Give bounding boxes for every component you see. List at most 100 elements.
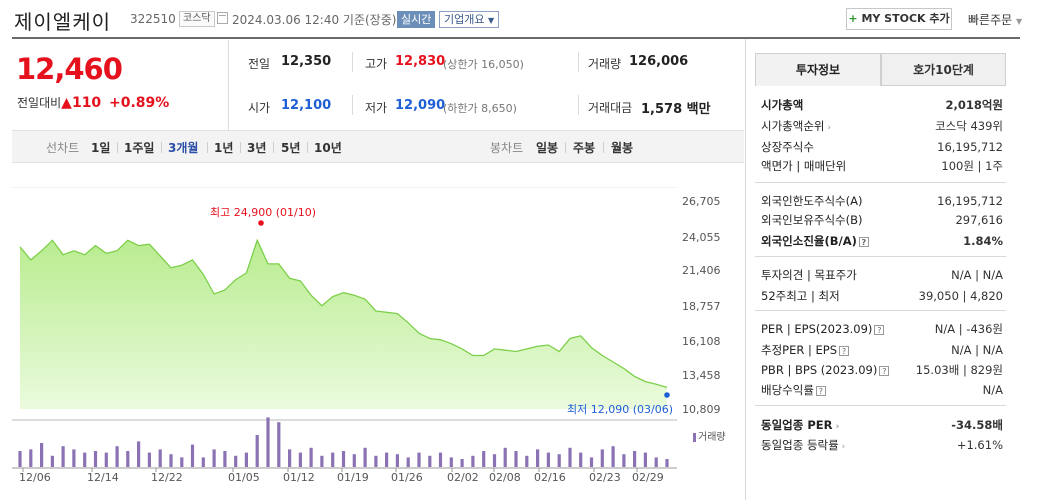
info-row-sector-change[interactable]: 동일업종 등락률 › +1.61% (761, 436, 1003, 454)
price-chart[interactable] (12, 187, 677, 472)
volume-bar (482, 451, 486, 467)
volume-bar (29, 449, 33, 467)
period-3y[interactable]: 3년 (247, 141, 267, 155)
x-tick-label: 02/29 (632, 471, 664, 484)
info-label: 외국인한도주식수(A) (761, 194, 863, 208)
info-label-text: 배당수익률 (761, 383, 814, 397)
info-label-text: PER | EPS(2023.09) (761, 322, 873, 336)
tab-orderbook-10[interactable]: 호가10단계 (881, 53, 1006, 86)
candle-monthly[interactable]: 월봉 (611, 141, 634, 155)
period-1w[interactable]: 1주일 (124, 141, 155, 155)
y-tick-label: 24,055 (682, 231, 721, 244)
volume-bar (309, 447, 313, 467)
info-label-text: 추정PER | EPS (761, 343, 838, 357)
quick-order-dropdown[interactable]: 빠른주문 ▼ (968, 11, 1022, 28)
tab-investment-info[interactable]: 투자정보 (755, 53, 881, 86)
volume-bar (320, 455, 324, 467)
open-label: 시가 (248, 101, 271, 115)
info-label-text: 동일업종 PER (761, 418, 833, 432)
period-3m[interactable]: 3개월 (168, 141, 199, 155)
info-row-52week: 52주최고 | 최저 39,050 | 4,820 (761, 287, 1003, 305)
help-icon[interactable]: ? (874, 324, 885, 335)
period-1y[interactable]: 1년 (214, 141, 234, 155)
high-marker (258, 220, 264, 226)
info-value: 16,195,712 (937, 194, 1003, 208)
realtime-tag[interactable]: 실시간 (397, 11, 436, 28)
volume-bar (234, 455, 238, 467)
candle-chart-label: 봉차트 (490, 141, 524, 155)
candle-daily[interactable]: 일봉 (536, 141, 559, 155)
info-row-opinion: 투자의견 | 목표주가 N/A | N/A (761, 266, 1003, 284)
volume-legend-swatch (693, 432, 696, 442)
divider (755, 405, 1006, 406)
y-tick-label: 10,809 (682, 403, 721, 416)
x-tick-label: 01/19 (337, 471, 369, 484)
volume-bar (665, 459, 669, 467)
volume-bar (341, 451, 346, 467)
info-value: 100원 | 1주 (941, 159, 1003, 173)
chevron-right-icon: › (838, 442, 846, 452)
info-row-sector-per[interactable]: 동일업종 PER › -34.58배 (761, 416, 1003, 434)
amount-label: 거래대금 (588, 101, 633, 115)
info-row-per-eps: PER | EPS(2023.09)? N/A | -436원 (761, 320, 1003, 338)
x-tick-label: 02/23 (589, 471, 621, 484)
date-text: 2024.03.06 12:40 기준(장중) (232, 13, 397, 27)
company-overview-dropdown[interactable]: 기업개요 ▼ (439, 11, 500, 28)
info-label-text: 동일업종 등락률 (761, 438, 839, 452)
volume-legend: 거래량 (693, 428, 726, 443)
x-tick-label: 02/16 (534, 471, 566, 484)
divider (565, 142, 566, 153)
divider (603, 142, 604, 153)
volume-bar (460, 459, 464, 467)
info-row-listed-shares: 상장주식수 16,195,712 (761, 138, 1003, 156)
volume-bar (147, 452, 151, 467)
volume-bar (40, 443, 44, 467)
help-icon[interactable]: ? (858, 236, 869, 247)
divider (352, 52, 353, 72)
volume-bar (643, 452, 647, 467)
my-stock-add-button[interactable]: + MY STOCK 추가 (846, 8, 952, 30)
volume-bar (212, 449, 216, 467)
calendar-icon (217, 12, 228, 24)
volume-bar (589, 457, 594, 467)
divider (755, 310, 1006, 311)
volume-bar (374, 455, 378, 467)
volume-bar (525, 455, 529, 467)
chevron-right-icon: › (832, 422, 840, 432)
volume-bar (417, 452, 421, 467)
current-price: 12,460 (16, 52, 123, 86)
divider (117, 142, 118, 153)
period-5y[interactable]: 5년 (281, 141, 301, 155)
divider (161, 142, 162, 153)
info-value: 1.84% (963, 234, 1003, 248)
x-tick-label: 02/08 (489, 471, 521, 484)
help-icon[interactable]: ? (879, 365, 890, 376)
volume-legend-label: 거래량 (698, 432, 726, 443)
amount-value: 1,578 백만 (641, 102, 711, 117)
change-value: 110 (71, 95, 102, 111)
stock-code: 322510 (130, 12, 176, 26)
period-10y[interactable]: 10년 (314, 141, 342, 155)
prev-close-value: 12,350 (281, 54, 332, 69)
help-icon[interactable]: ? (839, 345, 850, 356)
volume-bar (406, 457, 410, 467)
period-1d[interactable]: 1일 (91, 141, 111, 155)
info-row-market-cap-rank[interactable]: 시가총액순위 › 코스닥 439위 (761, 117, 1003, 135)
prev-close-label: 전일 (248, 57, 271, 71)
volume-bar (633, 451, 637, 467)
volume-bar (654, 457, 658, 467)
help-icon[interactable]: ? (815, 385, 826, 396)
x-tick-label: 01/05 (228, 471, 260, 484)
info-value: 297,616 (955, 213, 1003, 227)
up-triangle-icon: ▲ (61, 95, 72, 111)
candle-weekly[interactable]: 주봉 (573, 141, 596, 155)
volume-bar (266, 417, 270, 467)
plus-icon: + (848, 12, 858, 25)
low-label: 저가 (365, 101, 388, 115)
volume-bar (449, 457, 453, 467)
info-label: PER | EPS(2023.09)? (761, 320, 885, 338)
company-overview-label: 기업개요 (444, 13, 485, 26)
info-label-text: 시가총액순위 (761, 119, 825, 133)
volume-bar (93, 451, 98, 467)
open-value: 12,100 (281, 98, 332, 113)
